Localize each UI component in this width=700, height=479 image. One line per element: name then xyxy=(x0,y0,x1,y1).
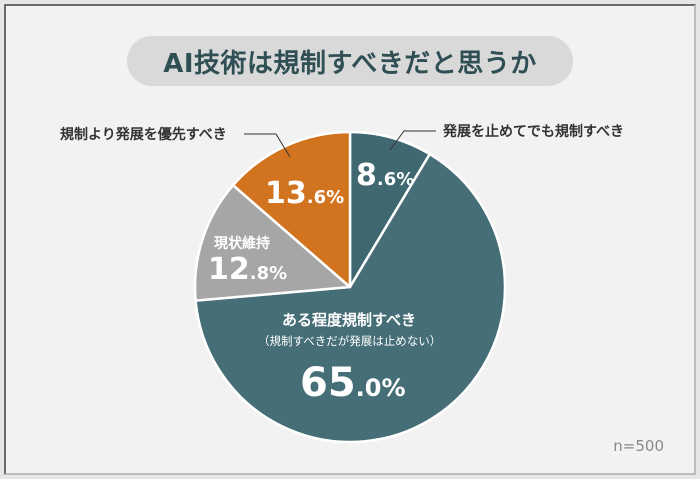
value-slice-0: 8.6% xyxy=(356,158,415,193)
label-slice-2: 現状維持 xyxy=(214,236,270,252)
pie-slice-0 xyxy=(348,130,431,289)
label-slice-3: 規制より発展を優先すべき xyxy=(60,127,227,143)
label-slice-0: 発展を止めてでも規制すべき xyxy=(443,124,625,140)
value-slice-1: 65.0% xyxy=(300,360,406,406)
value-slice-2: 12.8% xyxy=(208,252,288,287)
leader-line-slice-0 xyxy=(389,130,436,151)
sample-size: n=500 xyxy=(613,437,664,455)
chart-title: AI技術は規制すべきだと思うか xyxy=(127,36,573,86)
pie-slice-2 xyxy=(193,183,352,302)
value-slice-3: 13.6% xyxy=(265,176,345,211)
sublabel-slice-1: （規制すべきだが発展は止めない） xyxy=(258,334,442,348)
leader-line-slice-3 xyxy=(244,133,291,158)
label-slice-1: ある程度規制すべき xyxy=(282,311,416,329)
pie-slice-3 xyxy=(231,130,352,289)
pie-slice-1 xyxy=(194,152,507,444)
